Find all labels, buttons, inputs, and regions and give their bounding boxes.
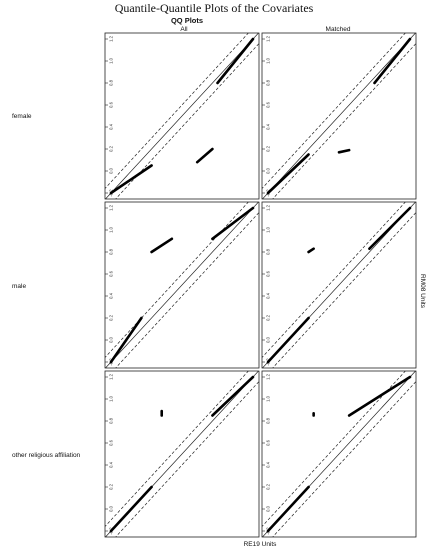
qq-point-segment — [211, 375, 255, 417]
qq-point-segment — [211, 206, 255, 241]
upper-band-line — [262, 371, 406, 528]
y-tick-label: 0.8 — [109, 79, 114, 85]
y-tick-label: 0.2 — [109, 314, 114, 320]
qq-point-segment — [347, 375, 412, 417]
qq-point-segment — [307, 247, 315, 254]
qq-point-segment — [150, 237, 174, 254]
row-label-female: female — [12, 113, 32, 120]
y-tick-label: 0.2 — [266, 145, 271, 151]
panel-frame — [104, 32, 260, 200]
lower-band-line — [115, 42, 259, 199]
qq-point-segment — [109, 164, 153, 195]
upper-band-line — [105, 202, 249, 359]
y-tick-label: 0.6 — [109, 270, 114, 276]
row-label-other-religious-affiliation: other religious affiliation — [12, 452, 81, 459]
upper-band-line — [262, 202, 406, 359]
lower-band-line — [272, 211, 416, 368]
y-tick-label: 0.0 — [109, 167, 114, 173]
panel-frame — [104, 370, 260, 538]
y-tick-label: 0.4 — [266, 461, 271, 467]
y-tick-label: 0.2 — [266, 314, 271, 320]
y-tick-label: 1.2 — [109, 373, 114, 379]
y-tick-label: 0.6 — [266, 101, 271, 107]
y-tick-label: 0.4 — [266, 292, 271, 298]
column-label-all: All — [180, 26, 188, 33]
lower-band-line — [115, 211, 259, 368]
qq-point-segment — [109, 316, 143, 364]
identity-line — [262, 371, 416, 537]
y-tick-label: 0.4 — [266, 123, 271, 129]
y-tick-label: 0.6 — [109, 439, 114, 445]
figure-title: Quantile-Quantile Plots of the Covariate… — [115, 1, 314, 15]
lower-band-line — [272, 42, 416, 199]
y-tick-label: 1.0 — [109, 226, 114, 232]
y-tick-label: 0.0 — [109, 336, 114, 342]
y-tick-label: 1.2 — [109, 35, 114, 41]
panels: -0.20.00.20.40.60.81.01.2-0.20.00.20.40.… — [104, 32, 417, 538]
qq-point-segment — [337, 148, 351, 154]
qq-point-segment — [373, 37, 412, 85]
y-tick-label: 1.2 — [266, 373, 271, 379]
y-tick-label: 0.2 — [109, 145, 114, 151]
row-label-male: male — [12, 283, 26, 290]
qq-point-segment — [195, 147, 214, 164]
y-tick-label: 0.8 — [266, 417, 271, 423]
identity-line — [105, 202, 259, 368]
y-tick-label: 0.0 — [266, 167, 271, 173]
y-tick-label: 0.2 — [266, 483, 271, 489]
y-tick-label: 1.2 — [266, 35, 271, 41]
column-label-matched: Matched — [326, 26, 351, 33]
panel-frame — [261, 32, 417, 200]
qq-point-segment — [266, 316, 310, 364]
y-tick-label: 0.0 — [109, 505, 114, 511]
upper-band-line — [262, 33, 406, 190]
y-tick-label: 1.2 — [266, 204, 271, 210]
panel-frame — [261, 370, 417, 538]
panel-frame — [261, 201, 417, 369]
upper-band-line — [105, 371, 249, 528]
upper-band-line — [105, 33, 249, 190]
y-tick-label: 0.0 — [266, 505, 271, 511]
y-tick-label: 0.8 — [266, 248, 271, 254]
y-tick-label: 0.8 — [109, 248, 114, 254]
y-tick-label: 1.0 — [266, 395, 271, 401]
y-axis-label: RM08 Units — [419, 274, 426, 309]
y-tick-label: 1.2 — [109, 204, 114, 210]
qq-point-segment — [266, 485, 310, 533]
panel-frame — [104, 201, 260, 369]
y-tick-label: 0.6 — [266, 270, 271, 276]
y-tick-label: 1.0 — [109, 395, 114, 401]
qq-point-segment — [109, 485, 153, 533]
x-axis-label: RE19 Units — [244, 541, 278, 548]
figure-subtitle: QQ Plots — [171, 16, 203, 25]
y-tick-label: 0.6 — [109, 101, 114, 107]
y-tick-label: 0.4 — [109, 292, 114, 298]
y-tick-label: 0.0 — [266, 336, 271, 342]
y-tick-label: 0.4 — [109, 461, 114, 467]
y-tick-label: 0.4 — [109, 123, 114, 129]
y-tick-label: 0.8 — [109, 417, 114, 423]
y-tick-label: 0.2 — [109, 483, 114, 489]
y-tick-label: 1.0 — [109, 57, 114, 63]
qq-point-segment — [368, 206, 412, 250]
y-tick-label: 0.8 — [266, 79, 271, 85]
qq-point-segment — [216, 37, 255, 85]
y-tick-label: 1.0 — [266, 57, 271, 63]
y-tick-label: 1.0 — [266, 226, 271, 232]
qq-point-segment — [266, 153, 310, 195]
y-tick-label: 0.6 — [266, 439, 271, 445]
